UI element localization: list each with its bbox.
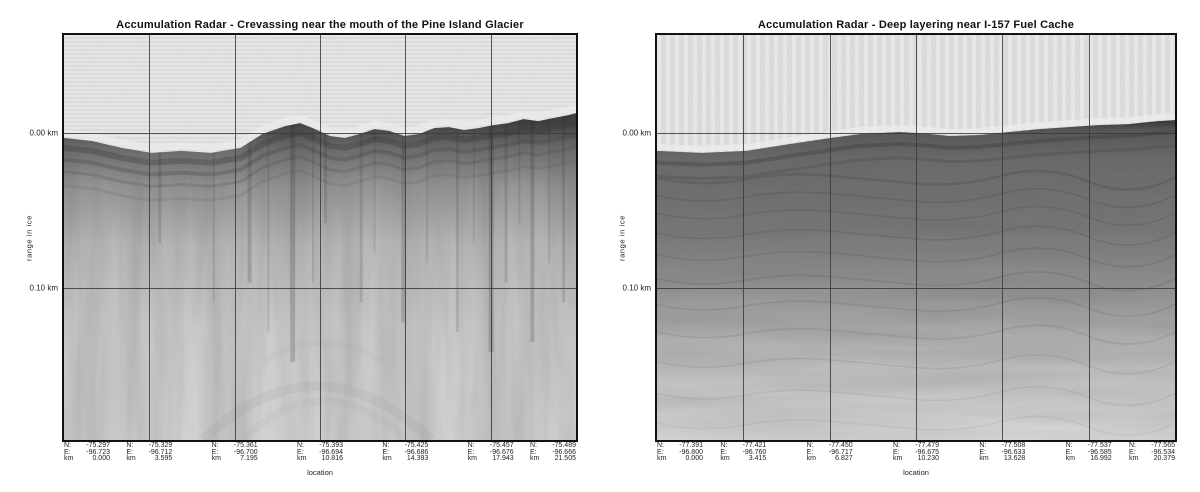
gridline xyxy=(149,35,151,440)
y-tick-label: 0.00 km xyxy=(29,128,58,138)
y-axis-label: range in ice xyxy=(617,214,627,261)
x-tick-label: N: -77.565 E: -96.534 km 20.379 xyxy=(1129,442,1175,463)
x-tick-label: N: -77.479 E: -96.675 km 10.230 xyxy=(893,442,939,463)
gridline xyxy=(1002,35,1004,440)
x-tick-label: N: -77.537 E: -96.585 km 16.992 xyxy=(1065,442,1112,463)
gridline xyxy=(743,35,745,440)
y-tick-label: 0.10 km xyxy=(29,283,58,293)
x-axis-label: location xyxy=(903,468,929,477)
panel-title: Accumulation Radar - Crevassing near the… xyxy=(116,19,524,32)
gridline xyxy=(829,35,831,440)
panel-title: Accumulation Radar - Deep layering near … xyxy=(757,19,1075,32)
gridline xyxy=(916,35,917,440)
y-tick-label: 0.10 km xyxy=(622,283,651,293)
x-tick-label: N: -77.421 E: -96.760 km 3.415 xyxy=(720,442,767,463)
gridline xyxy=(234,35,236,440)
gridline xyxy=(657,133,1175,134)
gridline xyxy=(490,35,492,440)
x-tick-labels: N: -77.391 E: -96.800 km 0.000 N: -77.421 E: -96.… xyxy=(657,440,1175,466)
x-tick-label: N: -75.361 E: -96.700 km 7.195 xyxy=(211,442,258,463)
x-tick-label: N: -77.450 E: -96.717 km 6.827 xyxy=(806,442,853,463)
x-tick-label: N: -77.508 E: -96.633 km 13.628 xyxy=(979,442,1026,463)
echogram-panel-pine-island: Accumulation Radar - Crevassing near the… xyxy=(25,19,578,477)
x-tick-label: N: -75.489 E: -96.666 km 21.505 xyxy=(530,442,576,463)
echogram-panel-fuel-cache: Accumulation Radar - Deep layering near … xyxy=(618,19,1177,477)
x-tick-label: N: -75.297 E: -96.723 km 0.000 xyxy=(64,442,110,463)
x-tick-label: N: -77.391 E: -96.800 km 0.000 xyxy=(657,442,703,463)
x-tick-label: N: -75.329 E: -96.712 km 3.595 xyxy=(126,442,173,463)
gridline xyxy=(320,35,321,440)
x-axis-label: location xyxy=(307,468,333,477)
x-tick-label: N: -75.425 E: -96.686 km 14.393 xyxy=(382,442,429,463)
x-tick-label: N: -75.393 E: -96.694 km 10.816 xyxy=(297,442,343,463)
x-tick-label: N: -75.457 E: -96.676 km 17.943 xyxy=(467,442,514,463)
gridline xyxy=(64,133,576,134)
gridline xyxy=(405,35,407,440)
x-tick-labels: N: -75.297 E: -96.723 km 0.000 N: -75.329 E: -96.… xyxy=(64,440,576,466)
y-axis-label: range in ice xyxy=(24,214,34,261)
gridline xyxy=(64,288,576,289)
y-tick-label: 0.00 km xyxy=(622,128,651,138)
gridline xyxy=(1088,35,1090,440)
gridline xyxy=(657,288,1175,289)
